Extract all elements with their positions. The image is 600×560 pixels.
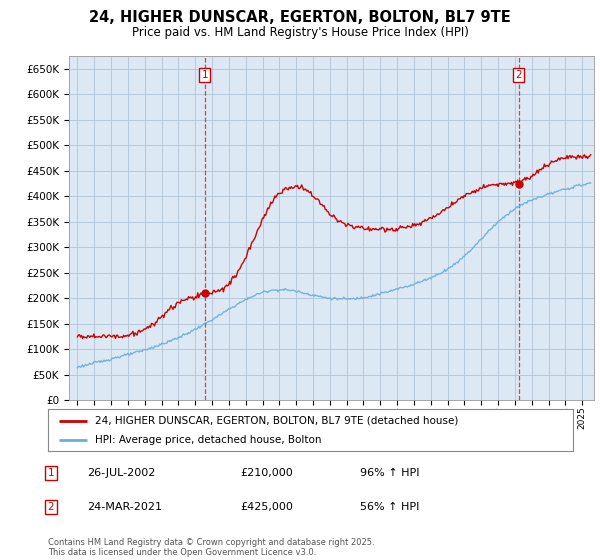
- Text: HPI: Average price, detached house, Bolton: HPI: Average price, detached house, Bolt…: [95, 435, 322, 445]
- Text: £210,000: £210,000: [240, 468, 293, 478]
- Text: 24, HIGHER DUNSCAR, EGERTON, BOLTON, BL7 9TE: 24, HIGHER DUNSCAR, EGERTON, BOLTON, BL7…: [89, 10, 511, 25]
- Text: 2: 2: [515, 70, 522, 80]
- Text: 56% ↑ HPI: 56% ↑ HPI: [360, 502, 419, 512]
- Text: 96% ↑ HPI: 96% ↑ HPI: [360, 468, 419, 478]
- Text: Contains HM Land Registry data © Crown copyright and database right 2025.
This d: Contains HM Land Registry data © Crown c…: [48, 538, 374, 557]
- Text: 2: 2: [47, 502, 55, 512]
- Text: £425,000: £425,000: [240, 502, 293, 512]
- Text: 1: 1: [202, 70, 208, 80]
- Text: 24, HIGHER DUNSCAR, EGERTON, BOLTON, BL7 9TE (detached house): 24, HIGHER DUNSCAR, EGERTON, BOLTON, BL7…: [95, 416, 458, 426]
- Text: 26-JUL-2002: 26-JUL-2002: [87, 468, 155, 478]
- Text: Price paid vs. HM Land Registry's House Price Index (HPI): Price paid vs. HM Land Registry's House …: [131, 26, 469, 39]
- Text: 1: 1: [47, 468, 55, 478]
- Text: 24-MAR-2021: 24-MAR-2021: [87, 502, 162, 512]
